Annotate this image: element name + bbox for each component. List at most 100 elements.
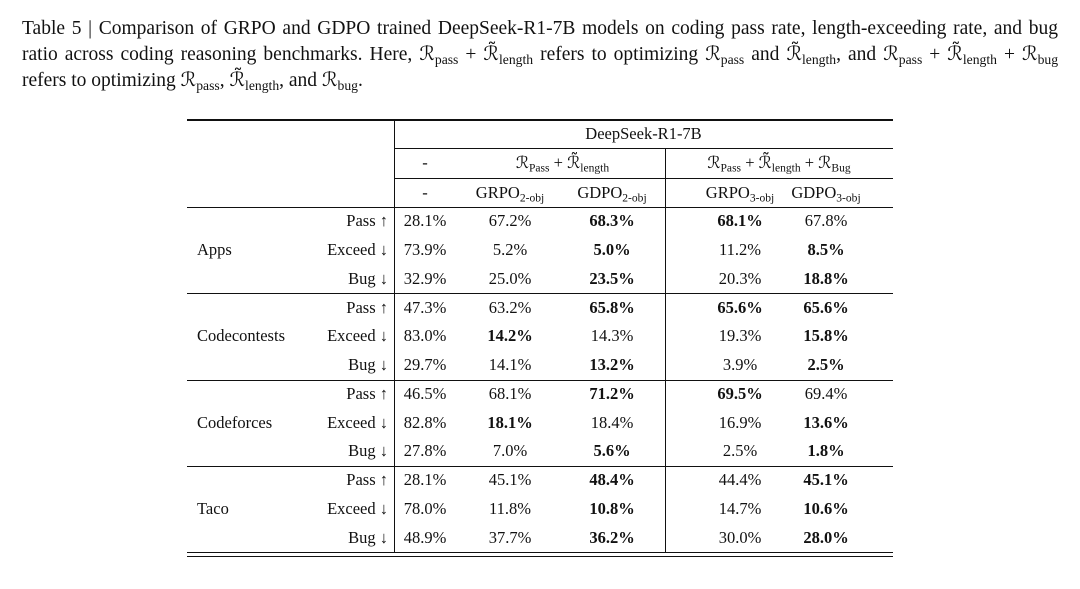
symbol: ℛ̃ [758,153,772,172]
cell-value: 14.1% [488,355,532,375]
subscript: 3-obj [749,191,775,204]
cell-value: 3.9% [722,355,758,375]
subscript: length [962,52,997,68]
cell-value: 45.1% [488,470,532,490]
group-rule [187,293,893,295]
subscript: Pass [529,162,550,175]
cell-value: 15.8% [803,326,849,346]
cell-value: 13.2% [589,355,635,375]
symbol: ℛ [1022,44,1038,65]
top-rule [187,119,893,121]
symbol: ℛ̃ [786,44,803,65]
cell-value: 8.5% [807,240,845,260]
subscript: Pass [720,162,742,175]
cell-value: 68.3% [589,211,635,231]
cell-value: 28.1% [403,470,447,490]
cell-value: 46.5% [403,383,447,403]
text-run: and [744,44,787,65]
metric-label: Exceed ↓ [327,240,388,260]
group-header: ℛPass + ℛ̃length [515,153,610,175]
cell-value: 45.1% [803,470,849,490]
cell-value: 18.8% [803,268,849,288]
text-run: - [422,153,428,172]
text-run: refers to optimizing [22,70,181,91]
cell-value: 29.7% [403,355,447,375]
symbol: ℛ [707,153,721,172]
subscript: length [771,162,801,175]
subscript: pass [720,52,745,68]
symbol: ℛ̃ [229,70,246,91]
metric-label: Bug ↓ [348,355,388,375]
cell-value: 2.5% [807,355,845,375]
subscript: length [498,52,534,68]
group-label: Codeforces [197,412,273,432]
cell-value: 65.8% [589,297,635,317]
metric-label: Exceed ↓ [327,326,388,346]
header-rule [394,178,893,179]
column-header: GDPO3-obj [791,182,861,204]
subscript: bug [1037,52,1059,68]
cell-value: 14.7% [718,498,762,518]
bottom-rule [187,556,893,558]
bottom-rule [187,552,893,554]
metric-label: Exceed ↓ [327,498,388,518]
cell-value: 65.6% [717,297,763,317]
symbol: ℛ [419,44,435,65]
cell-value: 69.4% [804,383,848,403]
cell-value: 83.0% [403,326,447,346]
model-header: DeepSeek-R1-7B [585,124,702,143]
group-label: Apps [197,240,232,260]
cell-value: 25.0% [488,268,532,288]
group-rule [187,379,893,381]
text-run: + [741,153,759,172]
cell-value: 71.2% [589,383,635,403]
metric-label: Bug ↓ [348,527,388,547]
cell-value: 5.2% [492,240,528,260]
cell-value: 48.9% [403,527,447,547]
subscript: length [580,162,610,175]
column-header: GRPO3-obj [705,182,775,204]
cell-value: 5.6% [593,441,631,461]
subscript: pass [434,52,459,68]
cell-value: 16.9% [718,412,762,432]
column-header: GDPO2-obj [577,182,646,204]
subscript: length [802,52,837,68]
text-run: + [996,44,1022,65]
group-label: Codecontests [197,326,285,346]
text-run: refers to optimizing [533,44,706,65]
metric-label: Pass ↑ [346,470,388,490]
subscript: Bug [831,162,851,175]
subscript: 2-obj [519,191,545,204]
symbol: ℛ [515,153,530,172]
text-run: Table 5 | Comparison of GRPO and GDPO tr… [22,18,1058,65]
cell-value: 67.8% [804,211,848,231]
group-header: - [422,153,428,173]
subscript: length [245,78,280,94]
cell-value: 68.1% [488,383,532,403]
group-label: Taco [197,498,229,518]
cell-value: 1.8% [807,441,845,461]
symbol: ℛ [705,44,721,65]
subscript: pass [898,52,923,68]
cell-value: 48.4% [589,470,635,490]
cell-value: 65.6% [803,297,849,317]
subscript: bug [337,78,358,94]
symbol: GDPO [791,182,837,202]
text-run: + [458,44,484,65]
subscript: 3-obj [836,191,861,204]
cell-value: 28.0% [803,527,849,547]
cell-value: 23.5% [589,268,635,288]
cell-value: 28.1% [403,211,447,231]
cell-value: 13.6% [803,412,849,432]
cell-value: 5.0% [593,240,631,260]
cell-value: 47.3% [403,297,447,317]
symbol: GDPO [577,182,623,202]
text-run: . [357,70,363,91]
cell-value: 11.8% [488,498,532,518]
text-run: , and [279,70,322,91]
symbol: GRPO [705,182,750,202]
cell-value: 67.2% [488,211,532,231]
group-header: ℛPass + ℛ̃length + ℛBug [707,153,851,175]
cell-value: 18.4% [590,412,634,432]
